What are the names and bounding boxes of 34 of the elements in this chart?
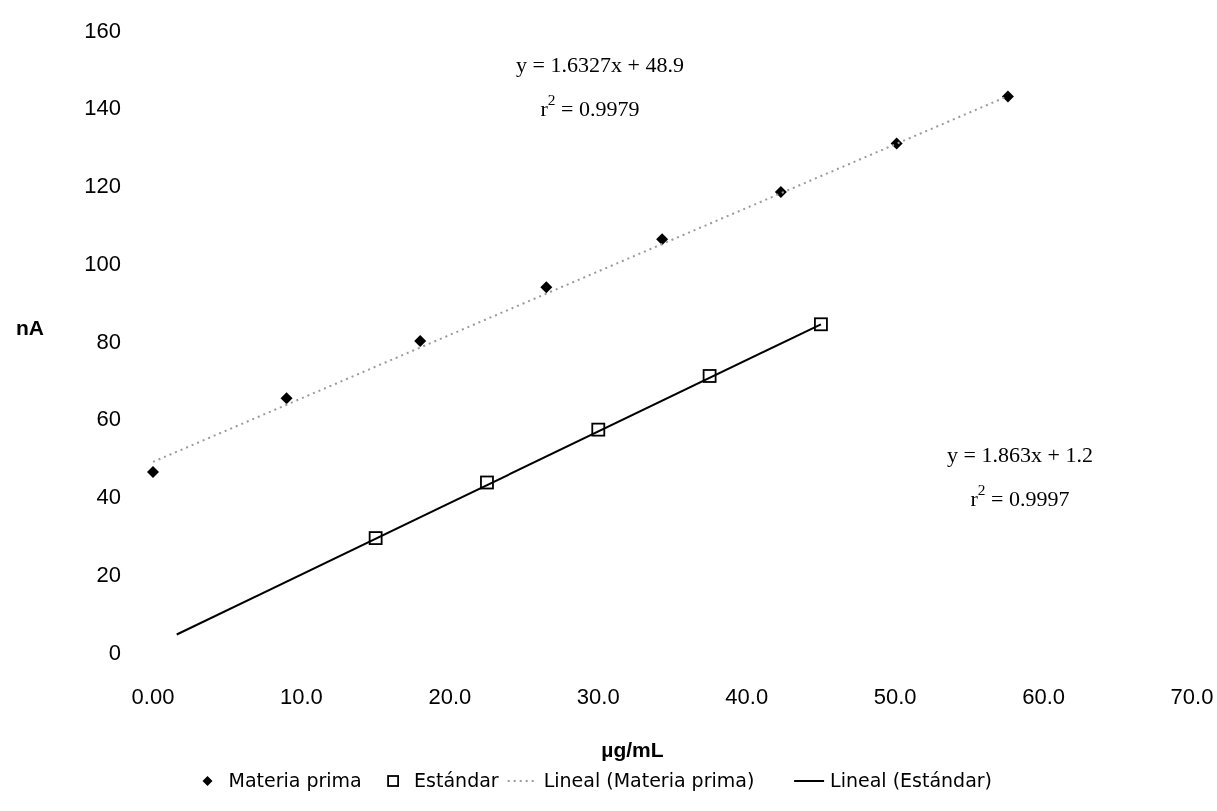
y-tick-label: 120 <box>84 173 121 198</box>
point <box>147 466 159 479</box>
point <box>1001 90 1014 103</box>
x-tick-label: 40.0 <box>725 683 769 709</box>
y-axis-title: nA <box>16 315 44 339</box>
legend-label: Lineal (Estándar) <box>830 769 993 791</box>
x-tick-label: 50.0 <box>873 683 917 709</box>
y-tick-label: 0 <box>108 639 121 665</box>
x-axis-title: µg/mL <box>601 738 664 761</box>
annotation: y = 1.863x + 1.2 <box>947 441 1093 467</box>
y-tick-label: 160 <box>84 17 121 43</box>
annotation: r$^{2}$ = 0.9979 <box>540 91 640 121</box>
x-tick-label: 20.0 <box>428 683 472 709</box>
y-tick-label: 60 <box>96 406 121 432</box>
point <box>774 186 787 199</box>
y-tick-label: 140 <box>84 95 121 121</box>
legend-label: Estándar <box>414 769 499 791</box>
y-tick-label: 40 <box>96 484 121 509</box>
y-tick-label: 80 <box>96 328 121 354</box>
legend-label: Materia prima <box>228 769 362 791</box>
x-tick-label: 0.00 <box>131 683 175 709</box>
x-tick-label: 70.0 <box>1170 683 1214 709</box>
y-tick-label: 20 <box>96 561 121 587</box>
point <box>656 233 669 246</box>
x-tick-label: 10.0 <box>280 683 323 709</box>
y-tick-label: 100 <box>84 250 121 276</box>
annotation: y = 1.6327x + 48.9 <box>516 51 684 77</box>
point <box>280 392 293 405</box>
point <box>540 281 553 294</box>
x-tick-label: 60.0 <box>1022 683 1065 709</box>
point <box>414 335 427 347</box>
x-tick-label: 30.0 <box>576 683 620 709</box>
legend-label: Lineal (Materia prima) <box>543 769 755 791</box>
annotation: r$^{2}$ = 0.9997 <box>970 481 1070 511</box>
